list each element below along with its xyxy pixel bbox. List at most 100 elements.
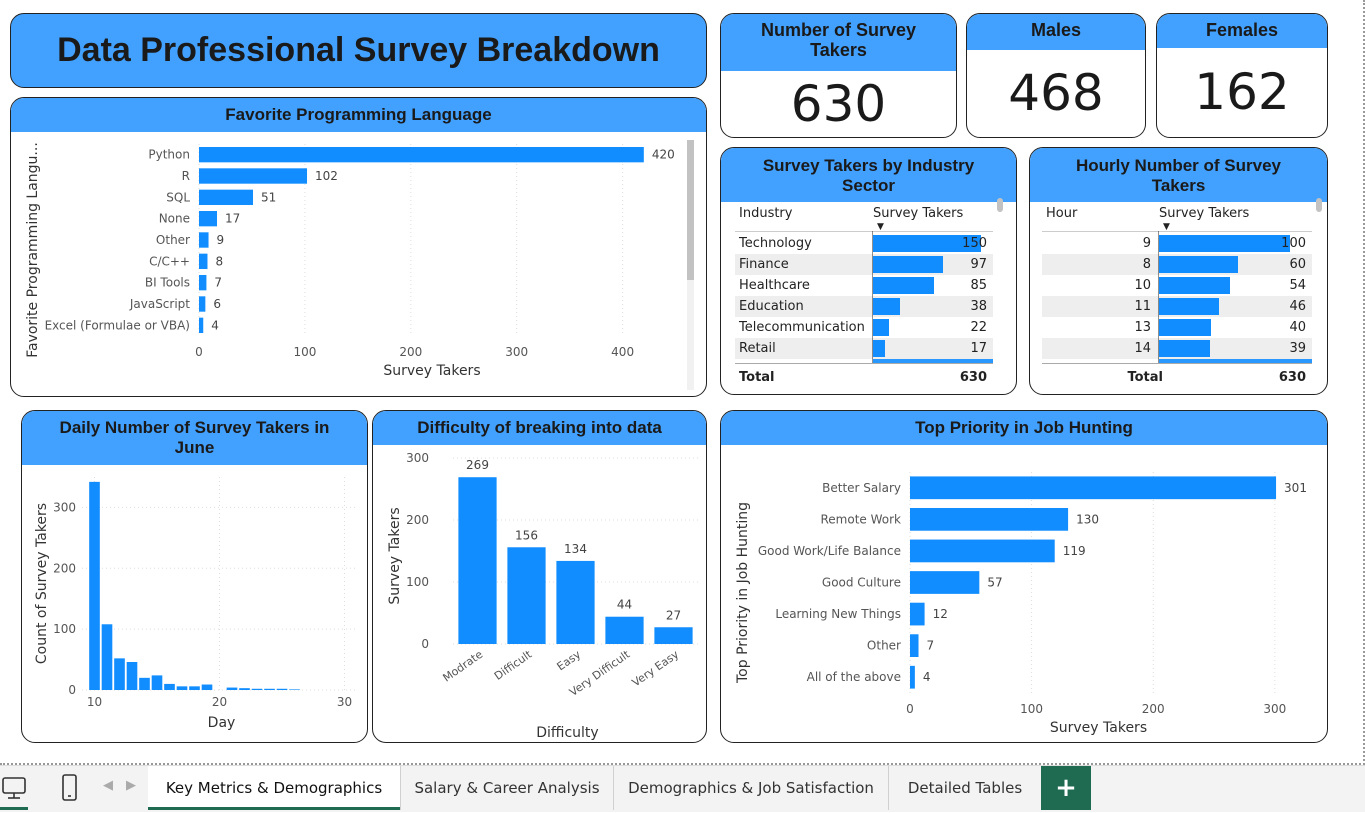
bar — [126, 662, 138, 690]
x-tick-label: 200 — [399, 345, 422, 359]
bar — [199, 232, 209, 248]
table-row: 13 40 — [1042, 317, 1312, 338]
y-tick-label: 300 — [53, 500, 76, 514]
difficulty-chart-card[interactable]: Difficulty of breaking into data 0 100 200… — [372, 410, 707, 743]
priority-chart-card[interactable]: Top Priority in Job Hunting 0 100 200 300 Be… — [720, 410, 1328, 743]
y-tick-label: 100 — [406, 575, 429, 589]
lang-chart-card[interactable]: Favorite Programming Language 0 100 200 300… — [10, 97, 707, 397]
category-label: Good Culture — [822, 576, 901, 590]
data-bar — [873, 235, 981, 252]
x-tick-label: 200 — [1142, 702, 1165, 716]
data-bar — [1159, 277, 1230, 294]
table-row: Finance 97 — [735, 254, 993, 275]
data-label: 156 — [515, 528, 538, 542]
industry-table-card[interactable]: Survey Takers by Industry Sector Industr… — [720, 147, 1017, 395]
scrollbar-track — [687, 240, 694, 390]
bar — [605, 616, 644, 644]
category-label: R — [182, 169, 190, 183]
tab-detailed-tables[interactable]: Detailed Tables — [889, 766, 1041, 810]
data-label: 119 — [1063, 544, 1086, 558]
add-page-button[interactable]: + — [1041, 766, 1091, 810]
y-tick-label: 0 — [68, 683, 76, 697]
x-tick-label: 100 — [1020, 702, 1043, 716]
x-tick-label: 100 — [293, 345, 316, 359]
lang-chart-title: Favorite Programming Language — [11, 98, 706, 132]
hourly-table-card[interactable]: Hourly Number of Survey Takers Hour Surve… — [1029, 147, 1328, 395]
chevron-right-icon[interactable]: ▶ — [126, 778, 136, 793]
category-label: Remote Work — [820, 512, 901, 526]
kpi-total-value: 630 — [790, 75, 887, 133]
chevron-left-icon[interactable]: ◀ — [103, 778, 113, 793]
category-label: None — [159, 212, 190, 226]
data-bar — [873, 256, 943, 273]
data-bar — [1159, 298, 1220, 315]
total-divider — [1042, 363, 1312, 364]
lang-chart: 0 100 200 300 400 Python 420 R 102 SQL 51 None 17 Oth… — [25, 140, 694, 390]
priority-chart-title: Top Priority in Job Hunting — [721, 411, 1327, 445]
row-label: 8 — [1142, 257, 1151, 272]
bar — [199, 146, 644, 163]
tab-salary-career[interactable]: Salary & Career Analysis — [401, 766, 613, 810]
plus-icon: + — [1055, 773, 1077, 803]
desktop-icon[interactable] — [0, 773, 30, 803]
category-label: Excel (Formulae or VBA) — [45, 318, 190, 332]
total-label: Total — [1127, 370, 1163, 385]
table-row: Technology 150 — [735, 233, 993, 254]
x-tick-label: 0 — [195, 345, 203, 359]
category-label: Better Salary — [822, 481, 901, 495]
row-label: Finance — [739, 257, 789, 272]
data-label: 301 — [1284, 481, 1307, 495]
row-value: 97 — [970, 257, 987, 272]
hourly-table: Hour Survey Takers ▼ 9 100 8 60 10 54 11 46 13 40 14 3… — [1042, 198, 1324, 392]
y-axis-title: Favorite Programming Langu... — [25, 142, 41, 358]
bar — [164, 683, 175, 690]
kpi-females-card[interactable]: Females 162 — [1156, 13, 1328, 138]
row-label: 11 — [1134, 299, 1151, 314]
category-label: Easy — [555, 648, 584, 674]
scrollbar-thumb — [1316, 198, 1322, 212]
sort-desc-icon: ▼ — [877, 222, 884, 232]
y-tick-label: 300 — [406, 451, 429, 465]
bar — [910, 571, 980, 594]
bar — [654, 627, 693, 644]
data-label: 102 — [315, 169, 338, 183]
header-divider — [1042, 231, 1312, 232]
bar — [201, 684, 213, 690]
y-tick-label: 0 — [421, 637, 429, 651]
bar — [151, 675, 163, 690]
kpi-total-card[interactable]: Number of Survey Takers 630 — [720, 13, 957, 138]
y-tick-label: 200 — [406, 513, 429, 527]
category-label: JavaScript — [129, 297, 190, 311]
bar — [910, 665, 915, 689]
bar — [199, 253, 208, 270]
table-row: Telecommunication 22 — [735, 317, 993, 338]
kpi-males-card[interactable]: Males 468 — [966, 13, 1146, 138]
row-value: 22 — [970, 320, 987, 335]
table-row: 14 39 — [1042, 338, 1312, 359]
data-label: 51 — [261, 190, 276, 204]
bar — [139, 677, 150, 690]
data-label: 420 — [652, 148, 675, 162]
data-label: 27 — [666, 608, 681, 622]
row-label: 9 — [1142, 236, 1151, 251]
scrollbar-thumb — [997, 198, 1003, 212]
data-label: 17 — [225, 212, 240, 226]
bar — [199, 189, 254, 206]
bar — [910, 476, 1277, 500]
hourly-table-title: Hourly Number of Survey Takers — [1030, 148, 1327, 202]
data-bar — [873, 298, 901, 315]
data-bar — [1159, 235, 1290, 252]
column-divider — [1158, 231, 1159, 363]
tab-demographics-satisfaction[interactable]: Demographics & Job Satisfaction — [614, 766, 888, 810]
x-tick-label: 400 — [611, 345, 634, 359]
row-value: 100 — [1281, 236, 1306, 251]
data-label: 9 — [217, 233, 225, 247]
total-label: Total — [739, 370, 775, 385]
bar — [910, 539, 1055, 563]
data-label: 4 — [211, 318, 219, 332]
report-title-card: Data Professional Survey Breakdown — [10, 13, 707, 88]
column-header: Survey Takers — [1159, 206, 1250, 221]
mobile-icon[interactable] — [60, 773, 80, 803]
tab-key-metrics[interactable]: Key Metrics & Demographics — [148, 766, 400, 810]
